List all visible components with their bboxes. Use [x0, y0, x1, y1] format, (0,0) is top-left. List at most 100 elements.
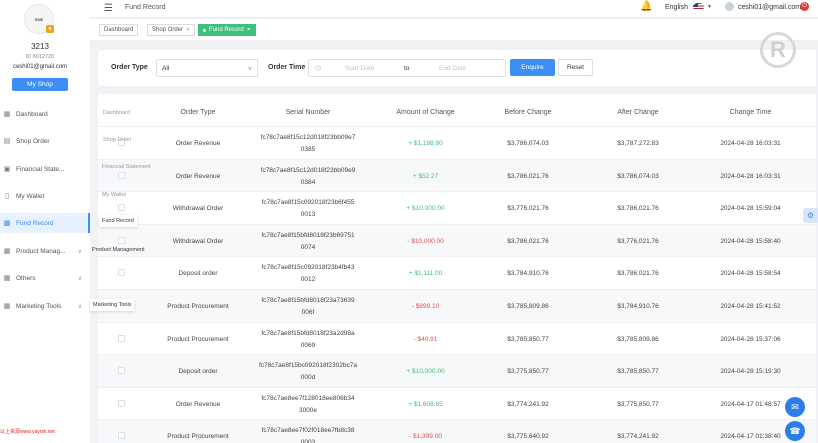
- cell-change-time: 2024-04-28 15:41:52: [720, 303, 781, 310]
- table-row: Deposit order fc78c7ae8f15c092018f23b4fb4…: [98, 257, 816, 290]
- tab-fund-record[interactable]: Fund Record ✕: [198, 24, 256, 36]
- active-dot-icon: [203, 28, 206, 32]
- logout-icon[interactable]: ⏻: [800, 2, 809, 11]
- cell-serial-number: fc78c7ae8f15bfd8018f23a73639: [261, 297, 355, 304]
- cell-after-change: $3,784,910.76: [617, 303, 659, 310]
- filter-bar: Order Type All ∨ Order Time ◷ Start Date…: [98, 50, 816, 86]
- cell-before-change: $3,776,021.76: [507, 205, 549, 213]
- tab-shop-order[interactable]: Shop Order ✕: [147, 24, 196, 36]
- chat-icon[interactable]: ✉: [785, 397, 805, 417]
- reset-button[interactable]: Reset: [558, 59, 593, 76]
- wallet-icon: ▯: [5, 193, 9, 200]
- header-user-email[interactable]: ceshi01@gmail.com: [738, 4, 802, 11]
- table-row: Product Procurement fc78c7ae8f15bfd8018f2…: [98, 323, 816, 356]
- column-header-order-type: Order Type: [180, 109, 216, 116]
- tab-label: Dashboard: [104, 27, 134, 33]
- user-email: ceshi01@gmail.com: [12, 64, 68, 70]
- cell-after-change: $3,786,074.03: [617, 172, 659, 180]
- cell-serial-number: fc78c7ae8f15bfd8018f23a2d98a: [261, 329, 355, 337]
- cell-change-time: 2024-04-28 15:58:40: [720, 237, 781, 245]
- end-date-input[interactable]: End Date: [439, 65, 467, 72]
- cell-amount-of-change: + $10,000.00: [406, 368, 445, 376]
- language-selector[interactable]: English: [665, 4, 688, 11]
- customer-service-icon[interactable]: ☎: [785, 421, 805, 441]
- cell-after-change: $3,786,021.76: [617, 270, 659, 278]
- user-id: ID 6012720: [25, 54, 55, 60]
- sidebar-item-financial-statement[interactable]: ▣ Financial State...: [0, 159, 90, 179]
- tooltip-my-wallet: My Wallet: [102, 192, 126, 198]
- menu-toggle-icon[interactable]: ☰: [104, 3, 113, 14]
- tooltip-marketing-tools: Marketing Tools: [90, 299, 135, 311]
- column-header-serial-number: Serial Number: [285, 109, 331, 116]
- sidebar-item-fund-record[interactable]: ▩ Fund Record: [0, 213, 90, 233]
- sidebar-item-shop-order[interactable]: ▤ Shop Order: [0, 131, 90, 151]
- calendar-icon: ◷: [315, 65, 322, 72]
- cell-before-change: $3,785,850.77: [507, 335, 549, 343]
- cell-before-change: $3,786,021.76: [507, 237, 549, 245]
- tooltip-financial-statement: Financial Statement: [102, 164, 151, 170]
- date-range-picker[interactable]: ◷ Start Date to End Date: [308, 59, 506, 77]
- row-checkbox[interactable]: [118, 334, 125, 342]
- page-title: Fund Record: [125, 4, 166, 11]
- us-flag-icon[interactable]: [693, 3, 704, 11]
- close-icon[interactable]: ✕: [186, 27, 191, 33]
- cell-order-type: Order Revenue: [175, 140, 221, 147]
- row-checkbox[interactable]: [118, 432, 125, 440]
- sidebar-item-label: Product Manag...: [16, 247, 66, 255]
- table-row: Product Procurement fc78c7ae8f15bfd8018f2…: [98, 290, 816, 323]
- sidebar-item-others[interactable]: ▦ Others ∨: [0, 268, 90, 288]
- row-checkbox[interactable]: [118, 367, 125, 375]
- cell-order-type: Withdrawal Order: [172, 205, 224, 213]
- top-header: ☰ Fund Record 🔔 English ▼ ceshi01@gmail.…: [90, 0, 818, 18]
- cell-order-type: Product Procurement: [167, 433, 229, 441]
- sidebar-item-dashboard[interactable]: ▦ Dashboard: [0, 104, 90, 124]
- cell-change-time: 2024-04-17 01:48:57: [720, 400, 781, 408]
- table-row: Withdrawal Order fc78c7ae8f15bfd8018f23b6…: [98, 224, 816, 258]
- close-icon[interactable]: ✕: [246, 27, 251, 33]
- avatar[interactable]: SME ★: [24, 4, 54, 34]
- cell-order-type: Order Revenue: [175, 400, 221, 408]
- cell-serial-number: fc78c7ae8ee7f128018ee806b34: [261, 394, 355, 402]
- date-range-separator: to: [404, 65, 410, 72]
- row-checkbox[interactable]: [118, 204, 125, 212]
- cell-after-change: $3,774,241.92: [617, 433, 659, 441]
- row-checkbox[interactable]: [118, 269, 125, 277]
- cell-change-time: 2024-04-28 16:03:31: [720, 140, 781, 147]
- cell-order-type: Withdrawal Order: [172, 237, 224, 245]
- sidebar-item-product-management[interactable]: ▦ Product Manag... ∨: [0, 241, 90, 261]
- cell-order-type: Deposit order: [178, 368, 218, 376]
- cell-serial-number-suffix: 3000e: [298, 406, 318, 414]
- column-header-before-change: Before Change: [504, 109, 552, 116]
- settings-gear-icon[interactable]: ⚙: [803, 208, 818, 223]
- bell-icon[interactable]: 🔔: [640, 1, 653, 12]
- row-checkbox[interactable]: [118, 171, 125, 179]
- watermark-text: 以上资源www.yayrsk.net: [0, 429, 55, 435]
- tab-label: Fund Record: [209, 27, 244, 33]
- enquire-button[interactable]: Enquire: [510, 59, 555, 76]
- cell-order-type: Order Revenue: [175, 172, 221, 180]
- table-row: Order Revenue fc78c7ae8f15c12d018f23bb09e…: [98, 127, 816, 160]
- row-checkbox[interactable]: [118, 399, 125, 407]
- tooltip-shop-order: Shop Order: [103, 137, 132, 143]
- cell-before-change: $3,786,021.76: [507, 172, 549, 180]
- row-checkbox[interactable]: [118, 139, 125, 146]
- cell-before-change: $3,775,850.77: [507, 368, 549, 376]
- sidebar-item-my-wallet[interactable]: ▯ My Wallet: [0, 186, 90, 206]
- my-shop-button[interactable]: My Shop: [12, 78, 68, 91]
- chevron-down-icon: ∨: [247, 66, 252, 72]
- cell-after-change: $3,786,021.76: [617, 205, 659, 213]
- tab-dashboard[interactable]: Dashboard: [99, 24, 139, 36]
- column-header-after-change: After Change: [617, 109, 659, 116]
- header-avatar[interactable]: [725, 2, 734, 11]
- sidebar-item-marketing-tools[interactable]: ▦ Marketing Tools ∨: [0, 296, 90, 316]
- order-type-select[interactable]: All ∨: [156, 59, 258, 77]
- row-checkbox[interactable]: [118, 236, 125, 244]
- cell-amount-of-change: + $1,111.00: [408, 270, 443, 278]
- sidebar-item-label: Marketing Tools: [16, 302, 62, 310]
- start-date-input[interactable]: Start Date: [345, 65, 375, 72]
- cell-serial-number-suffix: 000d: [300, 374, 316, 382]
- table-header: Order Type Serial Number Amount of Chang…: [98, 94, 816, 127]
- chevron-down-icon: ∨: [77, 248, 82, 255]
- chevron-down-icon[interactable]: ▼: [707, 4, 712, 10]
- tooltip-fund-record: Fund Record: [99, 215, 137, 227]
